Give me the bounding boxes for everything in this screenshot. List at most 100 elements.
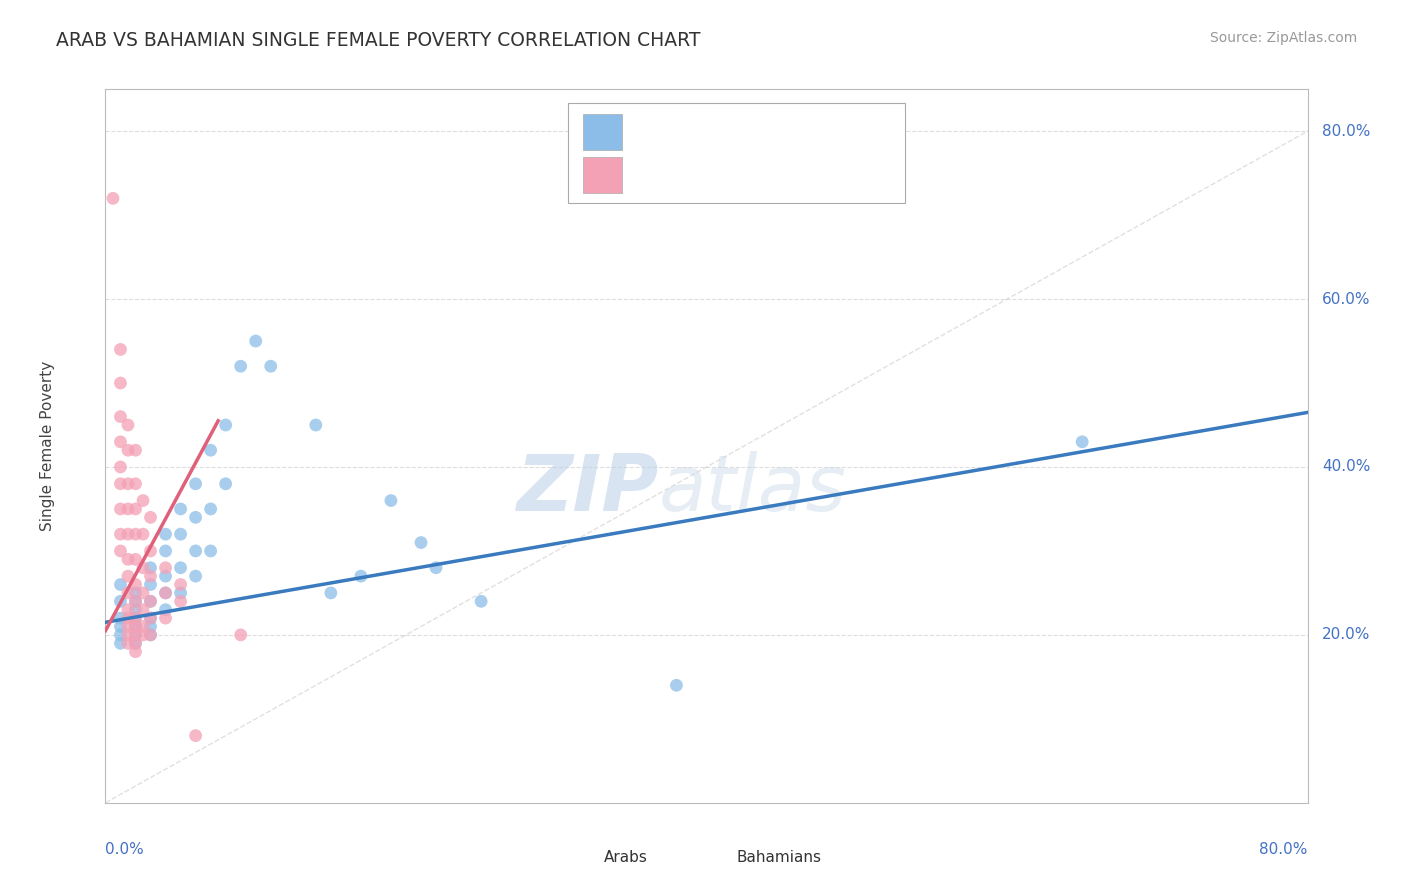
- Point: [124, 603, 146, 617]
- Point: [124, 594, 146, 608]
- Point: [319, 586, 342, 600]
- Point: [470, 594, 492, 608]
- Point: [665, 678, 688, 692]
- Point: [124, 443, 146, 458]
- Point: [117, 502, 139, 516]
- Point: [139, 611, 162, 625]
- Point: [124, 619, 146, 633]
- Point: [169, 594, 191, 608]
- Point: [110, 619, 132, 633]
- Text: R = 0.440   N = 49: R = 0.440 N = 49: [634, 123, 804, 141]
- Point: [169, 560, 191, 574]
- Point: [117, 611, 139, 625]
- Text: 80.0%: 80.0%: [1260, 842, 1308, 857]
- FancyBboxPatch shape: [568, 103, 905, 203]
- Point: [139, 544, 162, 558]
- Point: [155, 586, 177, 600]
- Point: [214, 417, 236, 432]
- Point: [155, 560, 177, 574]
- Text: atlas: atlas: [658, 450, 846, 527]
- Text: 0.0%: 0.0%: [105, 842, 145, 857]
- Point: [110, 476, 132, 491]
- Point: [169, 586, 191, 600]
- Point: [409, 535, 432, 549]
- Point: [110, 460, 132, 475]
- Point: [184, 729, 207, 743]
- Point: [139, 510, 162, 524]
- Point: [110, 628, 132, 642]
- Text: R = 0.425   N = 55: R = 0.425 N = 55: [634, 166, 804, 184]
- Point: [139, 577, 162, 591]
- Point: [184, 510, 207, 524]
- Point: [155, 611, 177, 625]
- Point: [124, 619, 146, 633]
- Point: [124, 636, 146, 650]
- Point: [124, 628, 146, 642]
- Point: [101, 191, 124, 205]
- Point: [117, 636, 139, 650]
- Point: [1071, 434, 1094, 449]
- Point: [132, 628, 155, 642]
- Point: [380, 493, 402, 508]
- Point: [229, 359, 252, 374]
- Point: [117, 476, 139, 491]
- Point: [124, 586, 146, 600]
- Point: [139, 628, 162, 642]
- Point: [139, 594, 162, 608]
- Point: [132, 619, 155, 633]
- Point: [214, 476, 236, 491]
- Point: [169, 577, 191, 591]
- Text: 60.0%: 60.0%: [1322, 292, 1371, 307]
- Point: [139, 628, 162, 642]
- Point: [124, 527, 146, 541]
- Point: [124, 577, 146, 591]
- Point: [260, 359, 283, 374]
- Point: [155, 544, 177, 558]
- Point: [169, 527, 191, 541]
- Point: [184, 544, 207, 558]
- Point: [117, 443, 139, 458]
- Point: [200, 544, 222, 558]
- Point: [117, 569, 139, 583]
- Point: [110, 502, 132, 516]
- Point: [124, 636, 146, 650]
- Point: [350, 569, 373, 583]
- Point: [124, 594, 146, 608]
- Point: [117, 603, 139, 617]
- Point: [117, 552, 139, 566]
- Point: [184, 569, 207, 583]
- Point: [124, 552, 146, 566]
- Point: [184, 476, 207, 491]
- Point: [155, 527, 177, 541]
- Point: [132, 586, 155, 600]
- Point: [110, 343, 132, 357]
- Point: [132, 603, 155, 617]
- Point: [124, 611, 146, 625]
- Point: [110, 409, 132, 424]
- Point: [124, 628, 146, 642]
- Point: [132, 527, 155, 541]
- Point: [117, 586, 139, 600]
- Point: [110, 434, 132, 449]
- FancyBboxPatch shape: [695, 847, 728, 867]
- Text: 20.0%: 20.0%: [1322, 627, 1371, 642]
- Point: [110, 527, 132, 541]
- Point: [124, 645, 146, 659]
- Point: [110, 376, 132, 390]
- FancyBboxPatch shape: [582, 157, 623, 193]
- Point: [110, 636, 132, 650]
- Point: [200, 502, 222, 516]
- Text: 80.0%: 80.0%: [1322, 124, 1371, 138]
- Point: [124, 476, 146, 491]
- Point: [425, 560, 447, 574]
- FancyBboxPatch shape: [582, 114, 623, 150]
- Text: ZIP: ZIP: [516, 450, 658, 527]
- Point: [139, 569, 162, 583]
- Text: Arabs: Arabs: [605, 849, 648, 864]
- Point: [139, 619, 162, 633]
- Point: [155, 569, 177, 583]
- Point: [117, 619, 139, 633]
- Text: 40.0%: 40.0%: [1322, 459, 1371, 475]
- Point: [132, 493, 155, 508]
- Point: [132, 560, 155, 574]
